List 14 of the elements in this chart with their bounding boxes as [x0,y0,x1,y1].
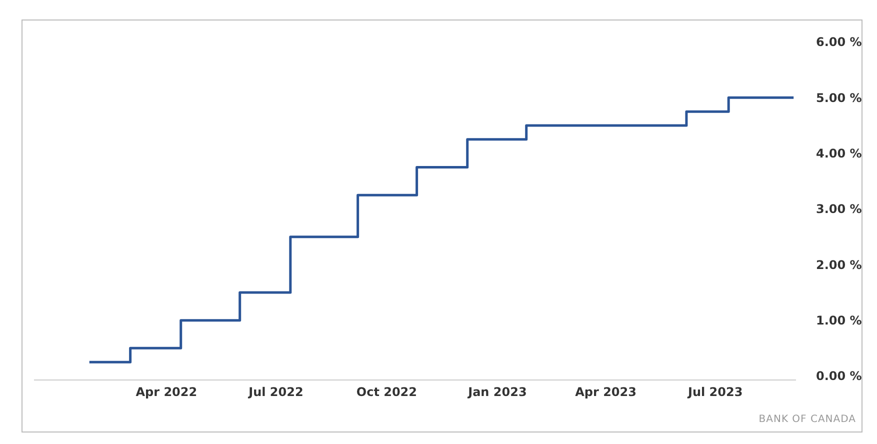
x-tick-label: Jan 2023 [467,385,527,399]
text: BANK OF CANADA [758,414,856,425]
y-tick-label: 0.00 % [816,369,862,384]
y-tick-label: 2.00 % [816,258,862,272]
y-tick-label: 5.00 % [816,90,862,105]
x-tick-label: Apr 2023 [575,385,636,399]
x-tick-label: Jul 2022 [248,385,304,399]
y-tick-label: 1.00 % [816,314,862,328]
y-tick-label: 4.00 % [816,146,862,161]
x-tick-label: Jul 2023 [686,385,743,399]
y-tick-label: 3.00 % [816,202,862,216]
x-tick-label: Apr 2022 [136,385,198,399]
y-tick-label: 6.00 % [816,35,862,50]
x-tick-label: Oct 2022 [356,385,418,399]
